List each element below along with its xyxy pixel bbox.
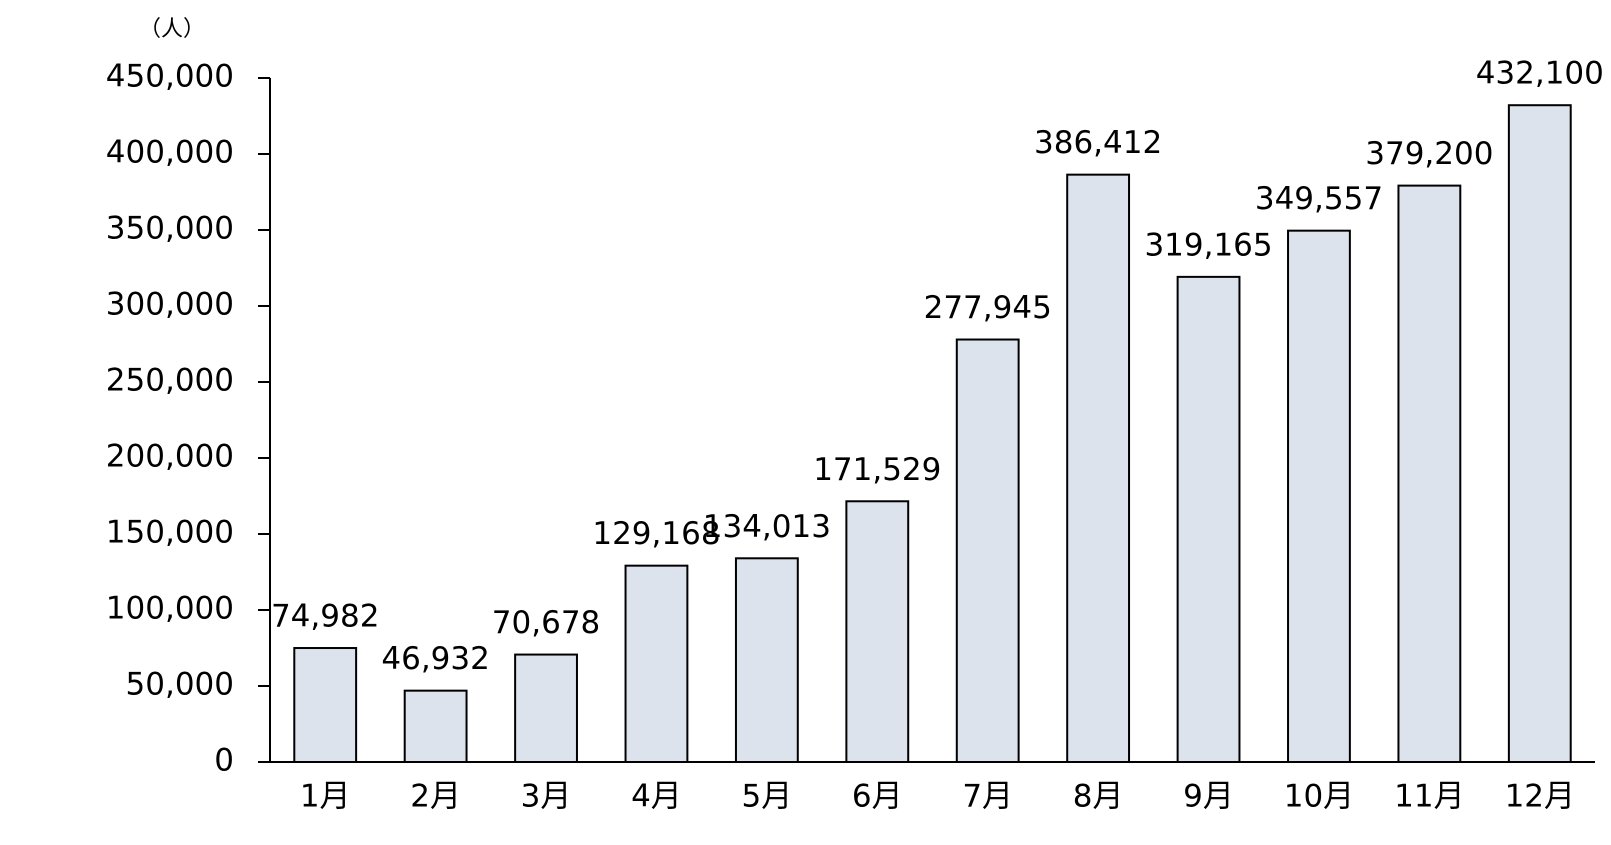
y-tick-label: 100,000: [106, 591, 234, 627]
bar: [403, 689, 468, 763]
bar: [955, 338, 1020, 763]
value-label: 379,200: [1365, 136, 1493, 172]
x-tick-label: 1月: [300, 779, 351, 815]
value-label: 277,945: [924, 290, 1052, 326]
bar: [1287, 229, 1351, 764]
x-tick-label: 4月: [631, 779, 682, 815]
y-tick-label: 200,000: [106, 439, 234, 475]
x-tick-label: 7月: [962, 779, 1013, 815]
y-tick-label: 150,000: [106, 515, 234, 551]
y-tick-label: 0: [214, 743, 234, 779]
x-tick-label: 10月: [1284, 779, 1354, 815]
value-label: 386,412: [1034, 125, 1162, 161]
y-tick-label: 300,000: [106, 287, 234, 323]
value-label: 134,013: [703, 509, 831, 545]
y-tick-label: 450,000: [106, 59, 234, 95]
y-unit-label: （人）: [139, 17, 205, 42]
value-label: 171,529: [813, 452, 941, 488]
bar: [1176, 275, 1241, 763]
x-tick-label: 3月: [521, 779, 572, 815]
bar: [514, 653, 578, 764]
bar: [624, 564, 689, 763]
bar: [1397, 184, 1462, 763]
bar: [845, 500, 910, 763]
value-label: 129,168: [592, 516, 720, 552]
x-tick-label: 6月: [852, 779, 903, 815]
bar: [1066, 173, 1131, 764]
bar: [1507, 104, 1572, 763]
value-label: 46,932: [381, 641, 489, 677]
y-tick-label: 250,000: [106, 363, 234, 399]
x-tick-label: 8月: [1073, 779, 1124, 815]
bar: [293, 647, 358, 763]
x-tick-label: 12月: [1505, 779, 1575, 815]
y-tick-label: 350,000: [106, 211, 234, 247]
x-tick-label: 2月: [410, 779, 461, 815]
x-tick-label: 11月: [1394, 779, 1464, 815]
value-label: 432,100: [1476, 56, 1604, 92]
value-label: 70,678: [492, 605, 600, 641]
bar: [734, 557, 799, 763]
x-tick-label: 9月: [1183, 779, 1234, 815]
y-tick-label: 400,000: [106, 135, 234, 171]
value-label: 74,982: [271, 599, 379, 635]
x-tick-label: 5月: [742, 779, 793, 815]
y-tick-label: 50,000: [126, 667, 234, 703]
value-label: 349,557: [1255, 181, 1383, 217]
value-label: 319,165: [1144, 227, 1272, 263]
